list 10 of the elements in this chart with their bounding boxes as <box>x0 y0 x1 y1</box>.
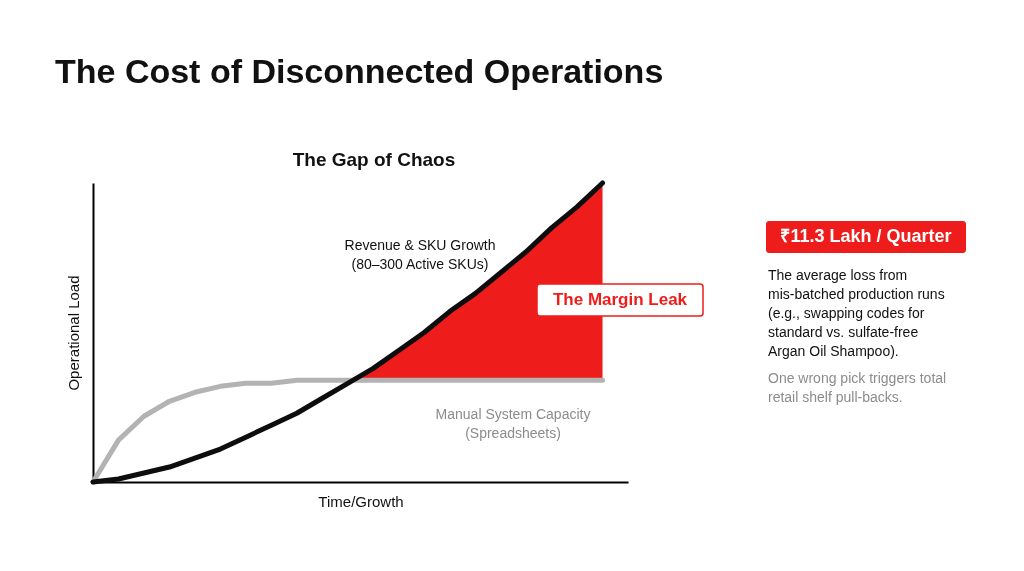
text: The average loss from mis-batched production runs (e.g., swapping codes for standard vs. sulfate-free Argan Oil Shampoo). <box>768 267 945 359</box>
x-axis-title: Time/Growth <box>318 492 404 510</box>
annotation: The Margin Leak <box>552 290 688 309</box>
annotation: Revenue & SKU Growth (80–300 Active SKUs) <box>344 237 496 272</box>
chart-subtitle: The Gap of Chaos <box>292 149 456 170</box>
text: One wrong pick triggers total retail shelf pull-backs. <box>768 370 947 405</box>
chart-title: The Cost of Disconnected Operations <box>55 52 664 90</box>
text: ₹11.3 Lakh / Quarter <box>780 226 952 246</box>
annotation: Manual System Capacity (Spreadsheets) <box>435 406 591 441</box>
y-axis-title: Operational Load <box>64 275 82 391</box>
